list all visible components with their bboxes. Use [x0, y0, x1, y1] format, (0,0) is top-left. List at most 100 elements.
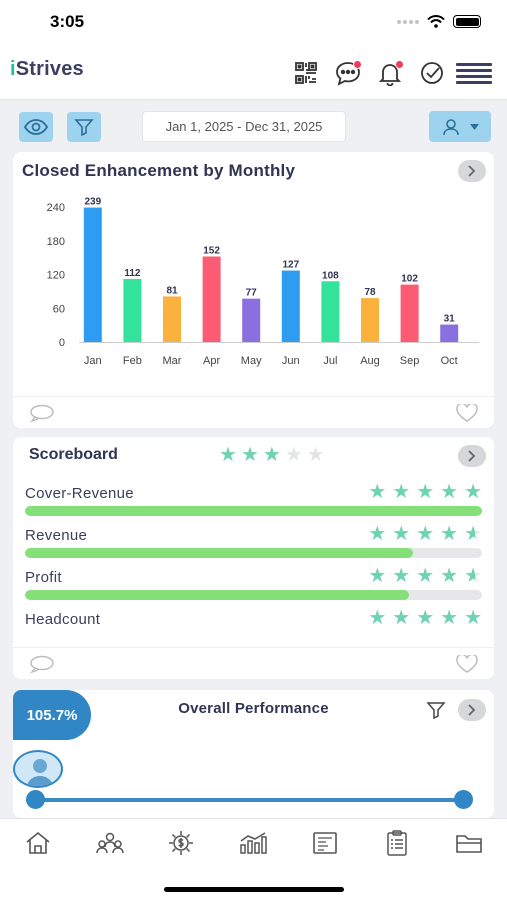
scoreboard-rating: ★ ★ ★ ★ ★	[219, 445, 325, 465]
chat-icon[interactable]	[327, 58, 369, 88]
home-indicator	[164, 887, 344, 892]
bell-icon[interactable]	[369, 58, 411, 88]
x-tick-label: Sep	[400, 355, 420, 367]
y-tick-label: 0	[59, 337, 65, 349]
metric-progress-fill	[25, 590, 409, 600]
bar-chart-icon	[240, 832, 267, 854]
qr-code-icon[interactable]	[285, 58, 327, 88]
funnel-icon[interactable]	[426, 700, 446, 720]
heart-icon[interactable]	[456, 655, 478, 673]
star-icon: ★	[416, 481, 435, 503]
card-footer	[13, 647, 494, 679]
nav-team[interactable]	[90, 829, 130, 857]
x-tick-label: Oct	[441, 355, 458, 367]
nav-reports[interactable]	[305, 829, 345, 857]
expand-chevron-button[interactable]	[458, 699, 486, 721]
heart-icon[interactable]	[456, 404, 478, 422]
data-label: 112	[124, 268, 141, 279]
star-icon: ★	[284, 444, 303, 466]
nav-tasks[interactable]	[377, 829, 417, 857]
metric-row: Headcount ★ ★ ★ ★ ★	[13, 607, 494, 653]
data-label: 152	[203, 246, 220, 257]
bar-jul[interactable]	[321, 281, 340, 342]
y-tick-label: 60	[53, 303, 65, 315]
user-icon	[442, 118, 459, 135]
data-label: 78	[364, 287, 376, 298]
metric-stars: ★ ★ ★ ★ ★	[368, 565, 482, 587]
avatar[interactable]	[13, 750, 63, 788]
star-icon: ★	[464, 565, 482, 587]
metric-stars: ★ ★ ★ ★ ★	[368, 607, 482, 629]
comment-icon[interactable]	[29, 655, 55, 673]
star-icon: ★	[219, 444, 237, 466]
data-label: 31	[444, 314, 456, 325]
x-tick-label: Jan	[84, 355, 102, 367]
performance-title: Overall Performance	[178, 700, 329, 717]
scoreboard-title: Scoreboard	[29, 446, 118, 463]
bar-jun[interactable]	[281, 270, 300, 342]
star-icon: ★	[464, 523, 482, 545]
x-tick-label: Mar	[163, 355, 182, 367]
metric-label: Cover-Revenue	[25, 485, 134, 502]
bar-sep[interactable]	[400, 284, 419, 342]
bar-may[interactable]	[242, 298, 261, 342]
bar-feb[interactable]	[123, 279, 142, 342]
x-tick-label: Jul	[323, 355, 337, 367]
app-header: iStrives	[0, 46, 507, 100]
star-icon: ★	[416, 565, 435, 587]
y-tick-label: 180	[47, 236, 65, 248]
expand-chevron-button[interactable]	[458, 445, 486, 467]
nav-analytics[interactable]	[233, 829, 273, 857]
filter-row: Jan 1, 2025 - Dec 31, 2025	[0, 110, 507, 144]
performance-slider-track[interactable]	[35, 798, 463, 802]
data-label: 77	[246, 288, 258, 299]
folder-icon	[456, 835, 482, 853]
metric-row: Profit ★ ★ ★ ★ ★	[13, 565, 494, 611]
x-tick-label: Feb	[123, 355, 142, 367]
star-icon: ★	[368, 607, 387, 629]
chevron-right-icon	[468, 704, 476, 716]
card-title: Closed Enhancement by Monthly	[22, 161, 296, 180]
bell-badge	[395, 60, 404, 69]
menu-icon[interactable]	[453, 58, 495, 88]
user-dropdown[interactable]	[429, 111, 491, 142]
chevron-right-icon	[468, 165, 476, 177]
star-icon: ★	[416, 523, 435, 545]
scoreboard-card: Scoreboard ★ ★ ★ ★ ★ Cover-Revenue ★ ★ ★ ★ ★ Reven…	[13, 437, 494, 679]
star-icon: ★	[368, 523, 387, 545]
view-toggle-button[interactable]	[19, 112, 53, 142]
bar-aug[interactable]	[361, 298, 379, 342]
star-icon: ★	[392, 481, 411, 503]
card-footer	[13, 396, 494, 428]
metric-row: Revenue ★ ★ ★ ★ ★	[13, 523, 494, 569]
filter-button[interactable]	[67, 112, 101, 142]
expand-chevron-button[interactable]	[458, 160, 486, 182]
bar-chart: 0 60 120 180 240 239 Jan 112 Feb 81 Mar 152 Apr 77 May…	[47, 197, 479, 367]
signal-icon	[397, 19, 419, 24]
bar-oct[interactable]	[440, 324, 459, 342]
date-range-picker[interactable]: Jan 1, 2025 - Dec 31, 2025	[142, 111, 346, 142]
slider-max-handle[interactable]	[453, 790, 473, 809]
slider-min-handle[interactable]	[25, 790, 45, 809]
status-bar: 3:05	[0, 0, 507, 46]
comment-icon[interactable]	[29, 404, 55, 422]
metric-progress-bar	[25, 548, 482, 558]
star-icon: ★	[440, 607, 459, 629]
metric-progress-fill	[25, 548, 414, 558]
x-tick-label: May	[241, 355, 262, 367]
data-label: 239	[84, 197, 101, 208]
overall-performance-card: 105.7% Overall Performance	[13, 690, 494, 818]
nav-files[interactable]	[449, 829, 489, 857]
bar-mar[interactable]	[163, 296, 181, 342]
star-icon: ★	[240, 444, 259, 466]
x-tick-label: Apr	[203, 355, 220, 367]
nav-home[interactable]	[18, 829, 58, 857]
battery-icon	[453, 15, 481, 28]
star-icon: ★	[392, 523, 411, 545]
bar-jan[interactable]	[83, 207, 102, 342]
x-tick-label: Aug	[360, 355, 380, 367]
check-circle-icon[interactable]	[411, 58, 453, 88]
nav-finance[interactable]	[161, 829, 201, 857]
bar-apr[interactable]	[202, 256, 221, 343]
metric-label: Revenue	[25, 527, 88, 544]
